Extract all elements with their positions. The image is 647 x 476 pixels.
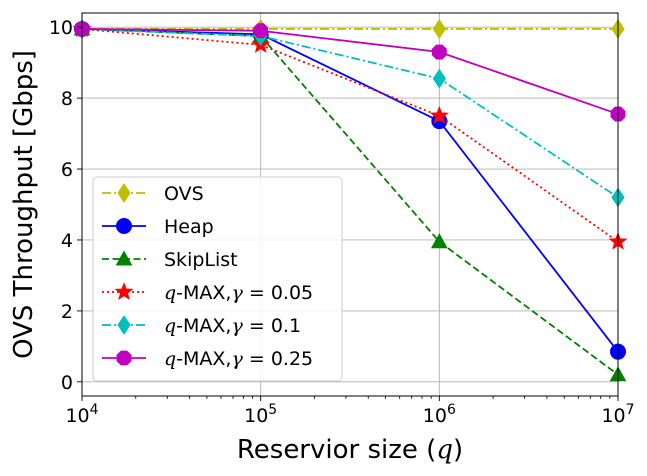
y-tick-label: 4	[61, 230, 73, 252]
legend-marker	[117, 315, 131, 335]
data-point	[432, 19, 446, 39]
legend: OVS Heap SkipList q-MAX,γ = 0.05 q-MAX,γ = 0…	[92, 176, 343, 382]
y-axis-title: OVS Throughput [Gbps]	[9, 50, 39, 359]
legend-item: OVS	[102, 183, 204, 205]
legend-item: q-MAX,γ = 0.1	[102, 315, 301, 337]
legend-box	[92, 176, 343, 382]
y-tick-label: 10	[49, 17, 73, 39]
series-5	[74, 21, 626, 122]
legend-item: q-MAX,γ = 0.25	[102, 348, 313, 370]
y-axis: 0 2 4 6 8 10	[49, 17, 82, 394]
legend-marker	[116, 218, 132, 234]
legend-label: q-MAX,γ = 0.1	[164, 315, 301, 337]
legend-marker	[114, 282, 134, 301]
legend-item: SkipList	[102, 249, 238, 271]
data-point	[429, 105, 449, 124]
legend-label: SkipList	[164, 249, 238, 271]
y-tick-label: 6	[61, 159, 73, 181]
legend-label: Heap	[164, 216, 214, 238]
data-point	[430, 233, 448, 249]
plot-frame	[81, 12, 619, 397]
x-axis-title: Reservior size (q)	[237, 435, 463, 465]
legend-marker	[117, 183, 131, 203]
x-tick-label: 107	[601, 402, 634, 427]
data-point	[253, 23, 269, 39]
x-tick-label: 105	[244, 402, 277, 427]
y-tick-label: 8	[61, 88, 73, 110]
legend-item: q-MAX,γ = 0.05	[102, 282, 313, 304]
legend-label: OVS	[164, 183, 204, 205]
legend-marker	[116, 350, 132, 366]
y-tick-label: 2	[61, 301, 73, 323]
y-tick-label: 0	[61, 372, 73, 394]
legend-label: q-MAX,γ = 0.25	[164, 348, 313, 370]
x-tick-label: 104	[65, 402, 98, 427]
x-axis: 104 105 106 107	[65, 396, 635, 427]
legend-item: Heap	[102, 216, 214, 238]
data-point	[431, 44, 447, 60]
legend-marker	[115, 250, 133, 266]
x-tick-label: 106	[423, 402, 456, 427]
data-point	[432, 68, 446, 89]
series-line	[81, 28, 619, 243]
series-line	[81, 28, 619, 199]
legend-label: q-MAX,γ = 0.05	[164, 282, 313, 304]
series-line	[81, 28, 619, 115]
